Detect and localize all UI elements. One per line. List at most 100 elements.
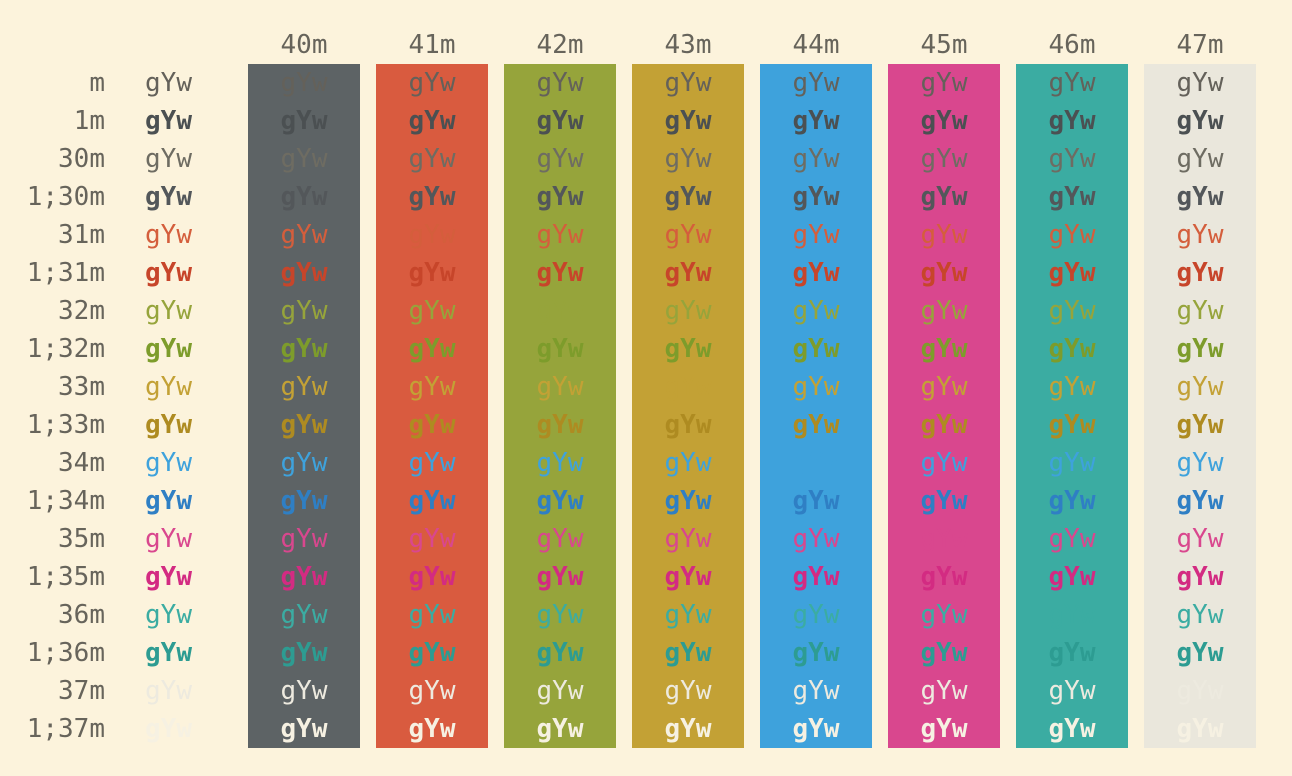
colortest-row: 35m gYw gYw gYw gYw gYw gYw gYw gYw gYw bbox=[0, 520, 1256, 558]
fg-sample-on-bg: gYw bbox=[1016, 482, 1128, 520]
row-label: 1;31m bbox=[26, 258, 105, 288]
fg-sample-on-bg: gYw bbox=[504, 292, 616, 330]
fg-sample-on-bg: gYw bbox=[504, 330, 616, 368]
fg-sample-on-bg: gYw bbox=[1016, 216, 1128, 254]
row-label: 1;30m bbox=[26, 182, 105, 212]
colortest-row: 1;32m gYw gYw gYw gYw gYw gYw gYw gYw gYw bbox=[0, 330, 1256, 368]
colortest-row: 36m gYw gYw gYw gYw gYw gYw gYw gYw gYw bbox=[0, 596, 1256, 634]
fg-sample-on-bg: gYw bbox=[1144, 596, 1256, 634]
row-label: 1;32m bbox=[26, 334, 105, 364]
fg-sample-on-bg: gYw bbox=[632, 710, 744, 748]
fg-sample-on-bg: gYw bbox=[1016, 64, 1128, 102]
fg-sample-on-bg: gYw bbox=[248, 482, 360, 520]
fg-sample-default-bg: gYw bbox=[145, 68, 192, 98]
fg-sample-on-bg: gYw bbox=[888, 672, 1000, 710]
colortest-row: 1m gYw gYw gYw gYw gYw gYw gYw gYw gYw bbox=[0, 102, 1256, 140]
fg-sample-on-bg: gYw bbox=[504, 596, 616, 634]
fg-sample-on-bg: gYw bbox=[376, 292, 488, 330]
fg-sample-on-bg: gYw bbox=[632, 102, 744, 140]
fg-sample-on-bg: gYw bbox=[1144, 406, 1256, 444]
fg-sample-on-bg: gYw bbox=[632, 254, 744, 292]
fg-sample-on-bg: gYw bbox=[248, 254, 360, 292]
fg-sample-on-bg: gYw bbox=[888, 102, 1000, 140]
fg-sample-default-bg: gYw bbox=[145, 258, 192, 288]
fg-sample-default-bg: gYw bbox=[145, 410, 192, 440]
fg-sample-on-bg: gYw bbox=[1144, 330, 1256, 368]
fg-sample-on-bg: gYw bbox=[1016, 520, 1128, 558]
fg-sample-on-bg: gYw bbox=[504, 102, 616, 140]
row-label: 35m bbox=[58, 524, 105, 554]
fg-sample-on-bg: gYw bbox=[632, 672, 744, 710]
fg-sample-on-bg: gYw bbox=[376, 558, 488, 596]
fg-sample-on-bg: gYw bbox=[248, 634, 360, 672]
fg-sample-on-bg: gYw bbox=[1016, 178, 1128, 216]
fg-sample-on-bg: gYw bbox=[504, 406, 616, 444]
bg-col-header: 41m bbox=[408, 30, 456, 60]
fg-sample-default-bg: gYw bbox=[145, 676, 192, 706]
fg-sample-on-bg: gYw bbox=[376, 254, 488, 292]
fg-sample-on-bg: gYw bbox=[632, 406, 744, 444]
fg-sample-on-bg: gYw bbox=[1016, 558, 1128, 596]
colortest-row: 1;33m gYw gYw gYw gYw gYw gYw gYw gYw gYw bbox=[0, 406, 1256, 444]
fg-sample-on-bg: gYw bbox=[760, 292, 872, 330]
fg-sample-on-bg: gYw bbox=[888, 178, 1000, 216]
bg-col-header: 45m bbox=[920, 30, 968, 60]
bg-col-header: 43m bbox=[664, 30, 712, 60]
row-label: 1;35m bbox=[26, 562, 105, 592]
row-label: 33m bbox=[58, 372, 105, 402]
fg-sample-on-bg: gYw bbox=[248, 406, 360, 444]
fg-sample-on-bg: gYw bbox=[376, 596, 488, 634]
fg-sample-on-bg: gYw bbox=[760, 596, 872, 634]
fg-sample-on-bg: gYw bbox=[376, 406, 488, 444]
fg-sample-default-bg: gYw bbox=[145, 448, 192, 478]
fg-sample-on-bg: gYw bbox=[504, 634, 616, 672]
fg-sample-on-bg: gYw bbox=[1016, 672, 1128, 710]
row-label: 1;33m bbox=[26, 410, 105, 440]
row-label: 1;34m bbox=[26, 486, 105, 516]
fg-sample-default-bg: gYw bbox=[145, 600, 192, 630]
fg-sample-on-bg: gYw bbox=[760, 444, 872, 482]
fg-sample-default-bg: gYw bbox=[145, 296, 192, 326]
fg-sample-on-bg: gYw bbox=[248, 710, 360, 748]
fg-sample-on-bg: gYw bbox=[760, 634, 872, 672]
fg-sample-default-bg: gYw bbox=[145, 562, 192, 592]
fg-sample-on-bg: gYw bbox=[376, 672, 488, 710]
fg-sample-on-bg: gYw bbox=[1144, 444, 1256, 482]
row-label: 37m bbox=[58, 676, 105, 706]
fg-sample-on-bg: gYw bbox=[888, 330, 1000, 368]
fg-sample-on-bg: gYw bbox=[376, 216, 488, 254]
fg-sample-on-bg: gYw bbox=[248, 102, 360, 140]
fg-sample-on-bg: gYw bbox=[760, 102, 872, 140]
fg-sample-on-bg: gYw bbox=[760, 520, 872, 558]
fg-sample-on-bg: gYw bbox=[888, 482, 1000, 520]
fg-sample-on-bg: gYw bbox=[760, 710, 872, 748]
bg-col-header: 46m bbox=[1048, 30, 1096, 60]
row-label: 36m bbox=[58, 600, 105, 630]
fg-sample-default-bg: gYw bbox=[145, 524, 192, 554]
fg-sample-on-bg: gYw bbox=[1144, 102, 1256, 140]
fg-sample-on-bg: gYw bbox=[504, 710, 616, 748]
fg-sample-on-bg: gYw bbox=[1144, 368, 1256, 406]
row-label: 1;37m bbox=[26, 714, 105, 744]
colortest-row: 1;35m gYw gYw gYw gYw gYw gYw gYw gYw gYw bbox=[0, 558, 1256, 596]
fg-sample-on-bg: gYw bbox=[1144, 672, 1256, 710]
fg-sample-on-bg: gYw bbox=[760, 672, 872, 710]
fg-sample-on-bg: gYw bbox=[248, 330, 360, 368]
fg-sample-on-bg: gYw bbox=[376, 140, 488, 178]
row-label: m bbox=[89, 68, 105, 98]
bg-header-row: 40m 41m 42m 43m 44m 45m 46m 47m bbox=[0, 26, 1256, 64]
fg-sample-on-bg: gYw bbox=[248, 596, 360, 634]
colortest-row: m gYw gYw gYw gYw gYw gYw gYw gYw gYw bbox=[0, 64, 1256, 102]
fg-sample-on-bg: gYw bbox=[760, 64, 872, 102]
fg-sample-on-bg: gYw bbox=[376, 102, 488, 140]
fg-sample-on-bg: gYw bbox=[760, 330, 872, 368]
fg-sample-on-bg: gYw bbox=[376, 330, 488, 368]
fg-sample-on-bg: gYw bbox=[760, 140, 872, 178]
colortest-row: 37m gYw gYw gYw gYw gYw gYw gYw gYw gYw bbox=[0, 672, 1256, 710]
fg-sample-on-bg: gYw bbox=[632, 64, 744, 102]
fg-sample-on-bg: gYw bbox=[504, 482, 616, 520]
row-label: 1;36m bbox=[26, 638, 105, 668]
fg-sample-default-bg: gYw bbox=[145, 638, 192, 668]
fg-sample-on-bg: gYw bbox=[504, 216, 616, 254]
